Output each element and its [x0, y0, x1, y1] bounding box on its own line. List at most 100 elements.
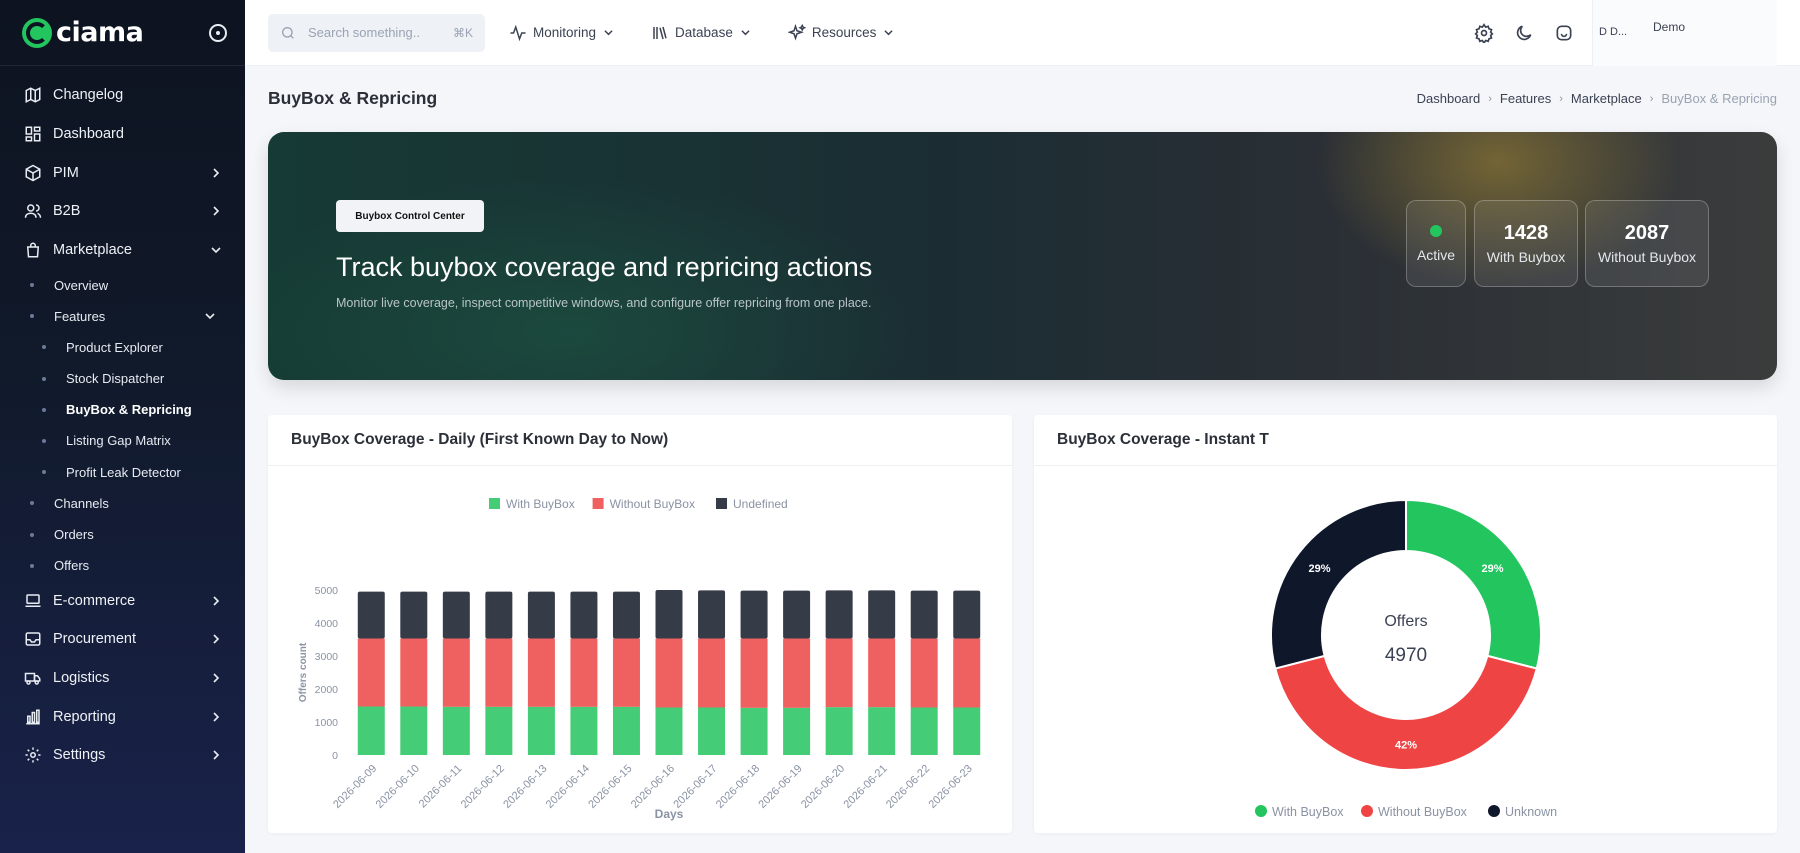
sidebar-subitem-buybox-repricing[interactable]: BuyBox & Repricing — [0, 394, 245, 425]
legend-label: With BuyBox — [506, 497, 575, 511]
sidebar-subitem-label: Offers — [54, 558, 90, 574]
sidebar-subitem-channels[interactable]: Channels — [0, 488, 245, 519]
y-tick-label: 4000 — [315, 618, 339, 630]
bullet-icon — [30, 532, 34, 537]
bullet-icon — [30, 283, 34, 288]
bar-segment — [357, 706, 385, 755]
users-icon — [24, 202, 42, 220]
breadcrumb-link[interactable]: Features — [1499, 91, 1552, 106]
search-shortcut: ⌘K — [452, 25, 473, 40]
chevron-right-icon — [213, 206, 220, 216]
bar-segment — [698, 638, 726, 708]
topbar-right: D D... Demo — [1454, 0, 1777, 66]
page-title: BuyBox & Repricing — [268, 88, 438, 108]
x-tick-label: 2026-06-20 — [799, 763, 847, 811]
legend-swatch — [592, 498, 604, 509]
sidebar-item-pim[interactable]: PIM — [0, 153, 245, 192]
bar-segment — [783, 638, 811, 708]
logo-row: ciama — [0, 0, 245, 66]
sidebar-subitem-overview[interactable]: Overview — [0, 269, 245, 300]
sidebar-item-ecommerce[interactable]: E-commerce — [0, 581, 245, 620]
legend-label: Unknown — [1505, 805, 1557, 819]
sidebar-item-settings[interactable]: Settings — [0, 736, 245, 775]
bullet-icon — [42, 345, 46, 350]
sidebar-subitem-product-explorer[interactable]: Product Explorer — [0, 332, 245, 363]
menu-resources[interactable]: Resources — [787, 23, 894, 42]
app-logo[interactable]: ciama — [22, 17, 144, 48]
bar-segment — [910, 707, 938, 755]
donut-center-value: 4970 — [1385, 645, 1427, 666]
x-tick-label: 2026-06-22 — [884, 763, 932, 811]
sidebar-item-b2b[interactable]: B2B — [0, 192, 245, 231]
logo-text: ciama — [56, 17, 144, 48]
y-tick-label: 0 — [332, 750, 338, 762]
bar-segment — [910, 638, 938, 708]
bar-segment — [655, 638, 683, 708]
sidebar-item-logistics[interactable]: Logistics — [0, 659, 245, 698]
sidebar-subitem-label: Listing Gap Matrix — [66, 433, 171, 449]
bar-segment — [698, 590, 726, 639]
without-buybox-value: 2087 — [1624, 222, 1670, 244]
legend-swatch — [489, 498, 500, 509]
search-input[interactable]: Search something.. ⌘K — [268, 13, 485, 52]
sidebar-item-reporting[interactable]: Reporting — [0, 697, 245, 736]
bar-segment — [527, 591, 555, 639]
gear-icon[interactable] — [1474, 22, 1494, 45]
search-placeholder: Search something.. — [308, 25, 421, 40]
chevron-down-icon — [884, 30, 893, 36]
sidebar-subitem-label: Orders — [54, 527, 94, 543]
user-name: Demo — [1653, 19, 1686, 34]
bar-segment — [612, 591, 640, 639]
x-tick-label: 2026-06-14 — [544, 763, 592, 811]
sidebar-item-marketplace[interactable]: Marketplace — [0, 231, 245, 270]
sidebar-item-label: B2B — [53, 203, 81, 220]
bar-segment — [400, 706, 428, 755]
sidebar-item-label: Settings — [53, 747, 106, 764]
cube-icon — [24, 164, 42, 182]
x-tick-label: 2026-06-23 — [927, 763, 975, 811]
menu-monitoring[interactable]: Monitoring — [509, 24, 613, 42]
search-icon — [282, 26, 294, 39]
sidebar-subitem-listing-gap-matrix[interactable]: Listing Gap Matrix — [0, 425, 245, 456]
notification-icon[interactable] — [1554, 23, 1574, 43]
sidebar-item-label: Dashboard — [53, 126, 124, 143]
sidebar-item-procurement[interactable]: Procurement — [0, 620, 245, 659]
bar-segment — [357, 591, 385, 639]
status-dot-icon — [1430, 224, 1442, 237]
breadcrumb-link[interactable]: Dashboard — [1416, 91, 1481, 106]
bar-segment — [400, 638, 428, 707]
sidebar-subitem-features[interactable]: Features — [0, 301, 245, 332]
x-tick-label: 2026-06-18 — [714, 763, 762, 811]
sidebar-subitem-orders[interactable]: Orders — [0, 519, 245, 550]
menu-database[interactable]: Database — [651, 24, 750, 42]
user-menu[interactable]: D D... Demo — [1592, 0, 1777, 66]
moon-icon[interactable] — [1514, 23, 1534, 43]
status-label: Active — [1416, 246, 1456, 263]
topbar: Search something.. ⌘K Monitoring Databas… — [245, 0, 1800, 66]
menu-label: Resources — [811, 25, 877, 40]
hero-subtitle: Monitor live coverage, inspect competiti… — [336, 296, 872, 310]
hero-badge: Buybox Control Center — [336, 200, 484, 232]
sidebar-subitem-offers[interactable]: Offers — [0, 550, 245, 581]
donut-slice — [1405, 498, 1542, 670]
sparkles-icon — [787, 23, 806, 41]
sidebar-item-changelog[interactable]: Changelog — [0, 76, 245, 115]
sidebar-subitem-stock-dispatcher[interactable]: Stock Dispatcher — [0, 363, 245, 394]
chevron-right-icon — [213, 712, 220, 722]
sidebar-subitem-profit-leak-detector[interactable]: Profit Leak Detector — [0, 457, 245, 488]
bar-segment — [953, 638, 981, 708]
sidebar-toggle-icon[interactable] — [209, 23, 227, 42]
bar-segment — [612, 706, 640, 755]
slice-value-label: 29% — [1482, 563, 1504, 575]
instant-coverage-card: BuyBox Coverage - Instant T 29% 42% 29% Off… — [1034, 415, 1777, 833]
bar-segment — [868, 590, 896, 639]
chevron-right-icon — [213, 634, 220, 644]
sidebar-subitem-label: Profit Leak Detector — [66, 464, 181, 480]
chevron-right-icon — [213, 673, 220, 683]
breadcrumb-link[interactable]: Marketplace — [1570, 91, 1642, 106]
with-buybox-value: 1428 — [1503, 222, 1549, 244]
bar-segment — [442, 638, 470, 707]
sidebar-item-dashboard[interactable]: Dashboard — [0, 115, 245, 154]
y-tick-label: 3000 — [315, 651, 339, 663]
bar-segment — [953, 590, 981, 639]
